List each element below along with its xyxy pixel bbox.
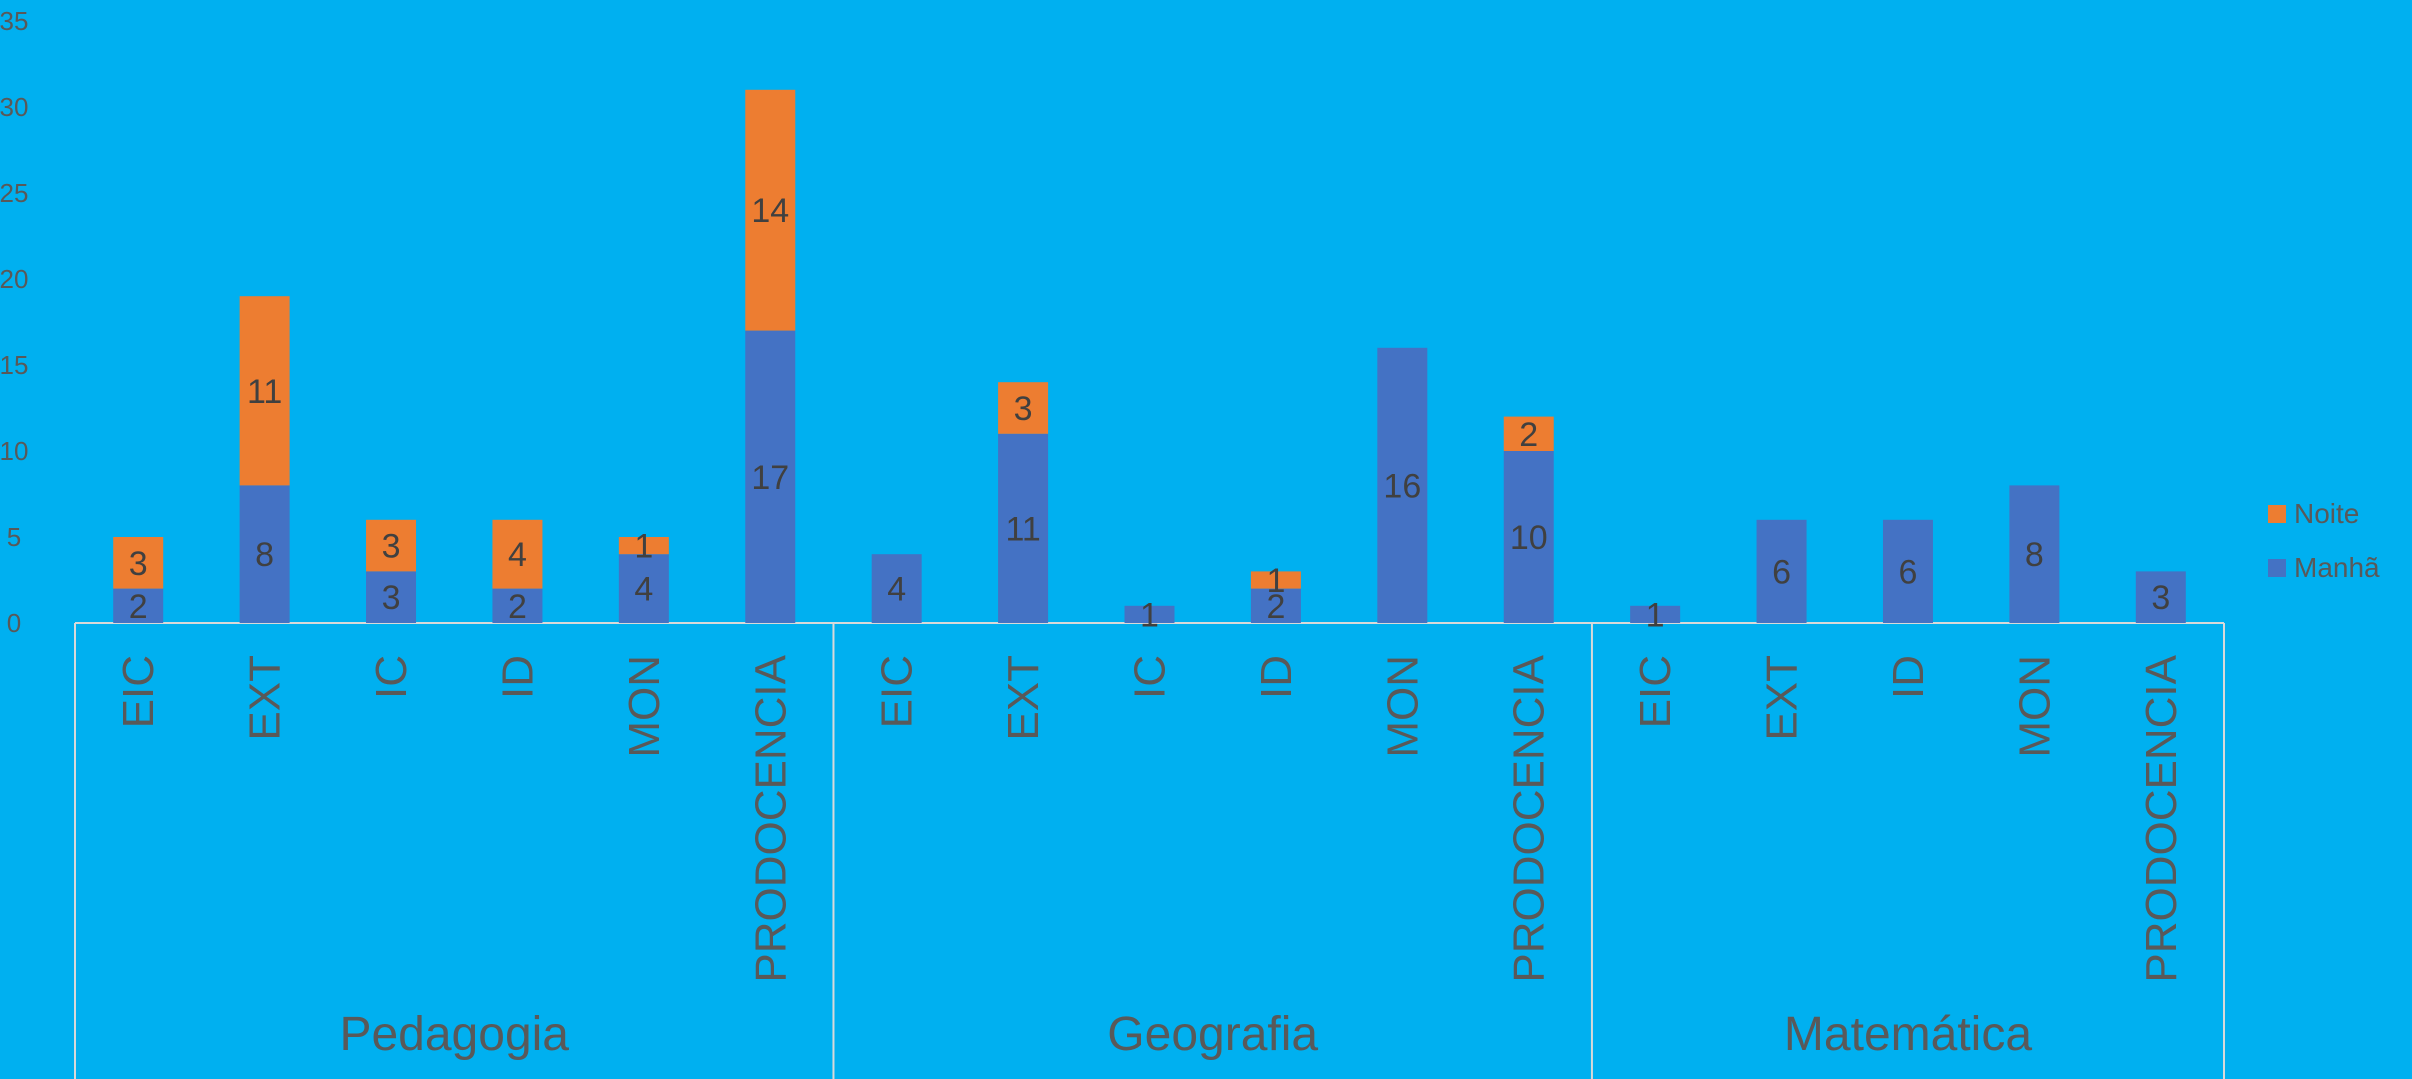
bar-segment-noite xyxy=(618,537,669,555)
bar-segment-manha xyxy=(366,571,417,623)
bar-segment-manha xyxy=(1882,519,1933,623)
data-label-manha: 6 xyxy=(1772,553,1791,591)
y-tick-label: 20 xyxy=(0,264,28,294)
y-tick-label: 0 xyxy=(7,608,21,638)
y-tick-label: 5 xyxy=(7,522,21,552)
y-tick-label: 25 xyxy=(0,178,28,208)
data-label-noite: 1 xyxy=(634,528,653,566)
x-category-label: MON xyxy=(1378,655,1427,758)
data-label-manha: 16 xyxy=(1383,467,1421,505)
bar-segment-manha xyxy=(998,433,1049,623)
legend-swatch-noite xyxy=(2268,505,2286,523)
bar-segment-manha xyxy=(1124,605,1175,623)
y-tick-label: 10 xyxy=(0,436,28,466)
data-label-noite: 3 xyxy=(1014,390,1033,428)
x-category-label: PRODOCENCIA xyxy=(746,654,795,982)
data-label-manha: 8 xyxy=(2025,536,2044,574)
data-label-manha: 3 xyxy=(382,579,401,617)
data-label-manha: 3 xyxy=(2151,579,2170,617)
x-category-label: MON xyxy=(2010,655,2059,758)
y-tick-label: 35 xyxy=(0,6,28,36)
x-category-label: ID xyxy=(493,655,542,699)
x-group-label: Pedagogia xyxy=(339,1008,569,1061)
data-label-manha: 8 xyxy=(255,536,274,574)
bar-segment-noite xyxy=(1250,571,1301,589)
bar-segment-manha xyxy=(2135,571,2186,623)
x-category-label: MON xyxy=(620,655,669,758)
x-group-label: Geografia xyxy=(1107,1008,1318,1061)
bar-segment-manha xyxy=(618,554,669,623)
x-category-label: IC xyxy=(367,655,416,699)
x-group-label: Matemática xyxy=(1784,1008,2032,1061)
data-label-noite: 3 xyxy=(382,528,401,566)
data-label-manha: 11 xyxy=(1005,510,1040,548)
bar-segment-manha xyxy=(1756,519,1807,623)
bar-segment-manha xyxy=(113,588,164,623)
y-tick-label: 30 xyxy=(0,92,28,122)
x-category-label: EXT xyxy=(1758,655,1807,741)
x-category-label: EXT xyxy=(999,655,1048,741)
bar-segment-noite xyxy=(113,537,164,589)
data-label-noite: 2 xyxy=(1519,416,1538,454)
x-category-label: EXT xyxy=(241,655,290,741)
x-category-label: ID xyxy=(1252,655,1301,699)
data-label-manha: 1 xyxy=(1646,596,1665,634)
x-category-label: IC xyxy=(1126,655,1175,699)
y-tick-label: 15 xyxy=(0,350,28,380)
bar-segment-manha xyxy=(2009,485,2060,623)
bar-segment-manha xyxy=(1250,588,1301,623)
legend-label-noite: Noite xyxy=(2294,498,2359,529)
legend-swatch-manha xyxy=(2268,559,2286,577)
bar-segment-noite xyxy=(239,296,290,486)
bar-segment-manha xyxy=(1503,451,1554,623)
bar-segment-noite xyxy=(998,382,1049,434)
data-label-noite: 11 xyxy=(247,373,282,411)
x-category-label: EIC xyxy=(1631,655,1680,728)
bar-segment-manha xyxy=(1630,605,1681,623)
bar-segment-manha xyxy=(871,554,922,623)
data-label-manha: 6 xyxy=(1899,553,1918,591)
data-label-noite: 1 xyxy=(1266,562,1285,600)
data-label-manha: 10 xyxy=(1510,519,1548,557)
bar-segment-noite xyxy=(366,519,417,572)
x-category-label: PRODOCENCIA xyxy=(2137,654,2186,982)
data-label-manha: 2 xyxy=(508,588,527,626)
x-category-label: PRODOCENCIA xyxy=(1505,654,1554,982)
data-label-manha: 4 xyxy=(887,571,906,609)
data-label-noite: 14 xyxy=(751,192,789,230)
bar-segment-noite xyxy=(745,89,796,331)
bar-segment-manha xyxy=(745,330,796,623)
bar-segment-manha xyxy=(1377,347,1428,623)
x-category-label: EIC xyxy=(873,655,922,728)
data-label-noite: 3 xyxy=(129,545,148,583)
data-label-manha: 2 xyxy=(1266,588,1285,626)
legend-label-manha: Manhã xyxy=(2294,552,2380,583)
data-label-manha: 17 xyxy=(751,459,789,497)
data-label-manha: 4 xyxy=(634,571,653,609)
data-label-noite: 4 xyxy=(508,536,527,574)
data-label-manha: 2 xyxy=(129,588,148,626)
bar-segment-noite xyxy=(1503,416,1554,451)
bar-segment-noite xyxy=(492,519,543,589)
x-category-label: ID xyxy=(1884,655,1933,699)
data-label-manha: 1 xyxy=(1140,596,1159,634)
bar-segment-manha xyxy=(239,485,290,623)
x-category-label: EIC xyxy=(114,655,163,728)
bar-segment-manha xyxy=(492,588,543,623)
